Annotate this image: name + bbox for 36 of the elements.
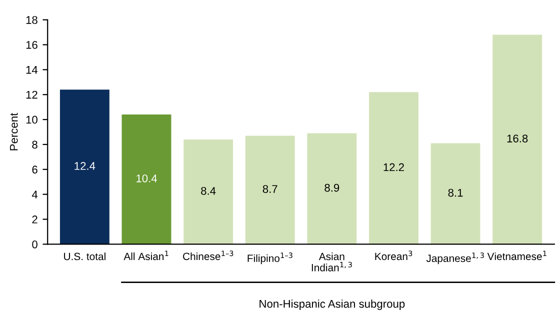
bar <box>492 34 542 244</box>
y-axis-title: Percent <box>10 112 18 150</box>
data-label: 10.4 <box>136 174 157 182</box>
bar <box>430 143 480 244</box>
x-tick-label: Korean$^{3}$ <box>375 250 412 260</box>
y-tick-label: 2 <box>32 216 38 224</box>
y-tick-label: 18 <box>26 16 38 24</box>
data-label: 8.7 <box>262 185 278 193</box>
bar <box>307 133 357 244</box>
x-tick-label: Japanese$^{1,3}$ <box>426 252 484 264</box>
data-label: 8.1 <box>448 188 463 197</box>
bar <box>245 136 295 244</box>
y-tick-label: 6 <box>32 166 38 174</box>
data-label: 12.4 <box>74 162 96 170</box>
data-label: 8.4 <box>201 186 216 195</box>
y-tick-label: 10 <box>26 116 38 124</box>
bar <box>122 114 172 244</box>
text: Non-Hispanic Asian subgroup <box>260 300 405 310</box>
bar <box>60 90 110 244</box>
bar <box>368 92 418 244</box>
x-tick-label: Chinese$^{1–3}$ <box>183 250 234 260</box>
x-tick-label: Vietnamese$^{1}$ <box>487 250 546 260</box>
x-tick-label: All Asian$^{1}$ <box>124 250 168 260</box>
x-tick-label: Asian Indian$^{1,3}$ <box>312 252 352 272</box>
y-tick-label: 0 <box>32 240 38 248</box>
y-tick-label: 4 <box>32 190 38 198</box>
x-tick-label: Filipino$^{1–3}$ <box>248 252 292 264</box>
data-label: 16.8 <box>507 134 528 142</box>
y-tick-label: 14 <box>26 66 38 74</box>
y-tick-label: 12 <box>26 90 38 99</box>
data-label: 8.9 <box>324 184 340 192</box>
bar <box>184 139 234 244</box>
y-tick-label: 16 <box>26 41 38 49</box>
data-label: 12.2 <box>384 163 404 172</box>
x-tick-label: U.S. total <box>64 252 106 260</box>
y-tick-label: 8 <box>32 140 38 149</box>
